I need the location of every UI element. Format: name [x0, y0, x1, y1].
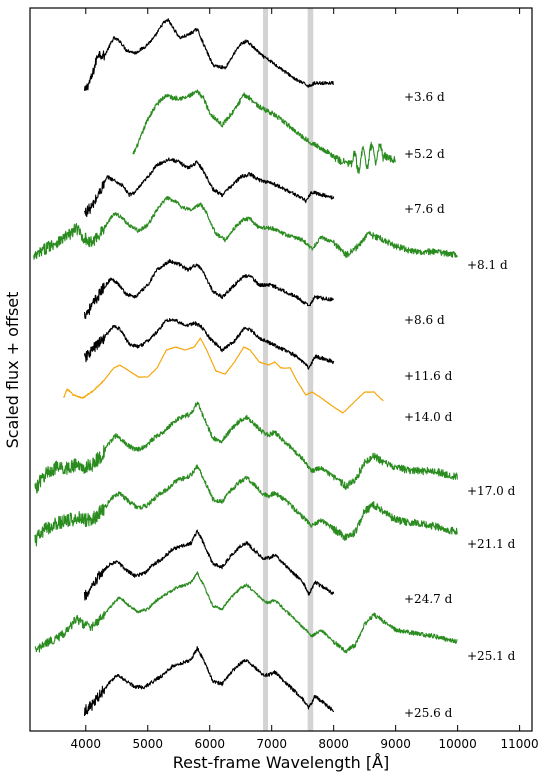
x-tick-label: 9000 [380, 737, 411, 751]
telluric-band-0 [263, 8, 268, 731]
spectrum-line-4 [33, 195, 458, 260]
x-tick-label: 8000 [318, 737, 349, 751]
epoch-label-7: +14.0 d [404, 410, 453, 424]
spectrum-line-1 [83, 18, 335, 91]
spectrum-line-6 [83, 318, 335, 370]
spectrum-line-12 [83, 646, 335, 717]
x-tick-label: 5000 [132, 737, 163, 751]
x-tick-label: 10000 [439, 737, 477, 751]
epoch-label-11: +25.1 d [467, 649, 516, 663]
epoch-label-4: +8.1 d [467, 258, 508, 272]
epoch-label-12: +25.6 d [404, 706, 453, 720]
epoch-label-5: +8.6 d [404, 313, 445, 327]
epoch-labels: +3.6 d +5.2 d +7.6 d +8.1 d +8.6 d +11.6 d +14… [404, 90, 516, 720]
x-tick-label: 4000 [71, 737, 102, 751]
spectrum-line-3 [83, 157, 335, 218]
spectrum-line-5 [83, 258, 335, 320]
epoch-label-2: +5.2 d [404, 147, 445, 161]
epoch-label-1: +3.6 d [404, 90, 445, 104]
x-tick-label: 11000 [501, 737, 539, 751]
epoch-label-3: +7.6 d [404, 202, 445, 216]
x-tick-label: 6000 [194, 737, 225, 751]
spectrum-line-7 [62, 337, 384, 414]
x-axis-label: Rest-frame Wavelength [Å] [173, 753, 390, 772]
plot-frame [29, 7, 533, 732]
telluric-bands [263, 8, 314, 731]
x-axis-ticks: 4000 5000 6000 7000 8000 9000 10000 11000 [71, 8, 539, 751]
epoch-label-9: +21.1 d [467, 537, 516, 551]
spectrum-line-2 [132, 89, 396, 175]
epoch-label-6: +11.6 d [404, 369, 453, 383]
y-axis-label: Scaled flux + offset [3, 292, 22, 449]
spectra-series [33, 18, 458, 717]
spectrum-line-8 [34, 401, 458, 494]
spectrum-line-10 [83, 529, 335, 601]
x-tick-label: 7000 [256, 737, 287, 751]
epoch-label-10: +24.7 d [404, 592, 453, 606]
telluric-band-1 [307, 8, 314, 731]
spectrum-line-9 [34, 464, 458, 547]
spectrum-line-11 [34, 571, 458, 654]
epoch-label-8: +17.0 d [467, 484, 516, 498]
